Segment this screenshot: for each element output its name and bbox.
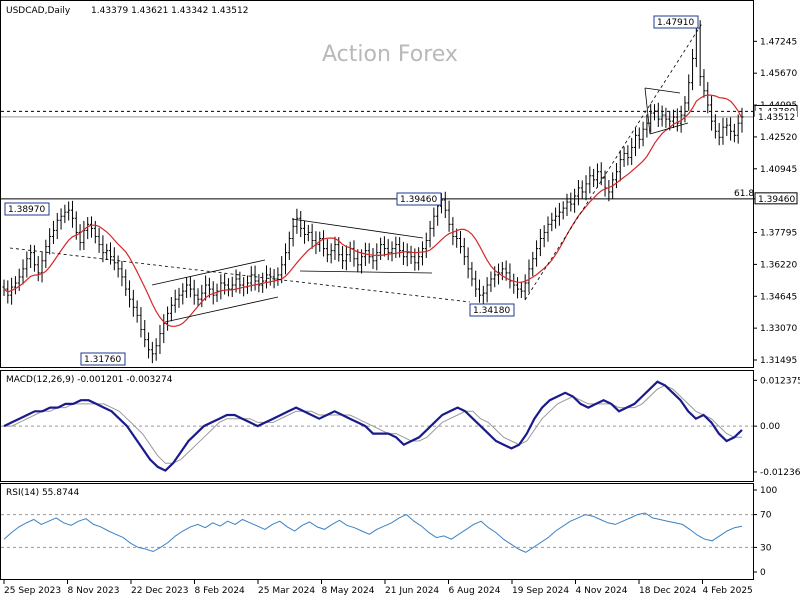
channel-upper-line	[151, 259, 266, 286]
current-price-label: 1.43512	[758, 113, 795, 123]
flag-lower-line	[649, 122, 689, 135]
channel-lower-line	[164, 296, 279, 323]
macd-signal-line	[4, 384, 742, 464]
price-tick-label: 1.47245	[760, 37, 797, 47]
price-tick-label: 1.36220	[760, 260, 797, 270]
triangle-lower-line	[299, 270, 433, 274]
rally-trendline-dashed	[524, 21, 704, 301]
x-tick-label: 25 Mar 2024	[258, 586, 315, 596]
watermark: Action Forex	[322, 42, 458, 67]
trendlines	[9, 21, 704, 323]
rsi-panel	[0, 483, 754, 580]
x-tick-label: 8 Nov 2023	[68, 586, 120, 596]
price-annotation-label: 1.34180	[473, 306, 510, 316]
price-tick-label: 1.45670	[760, 69, 797, 79]
price-panel	[0, 0, 754, 368]
fib-price-label: 1.39460	[758, 195, 795, 205]
price-tick-label: 1.34645	[760, 292, 797, 302]
rsi-axis-ticks: 100 70 30 0	[1, 486, 777, 578]
x-tick-label: 25 Sep 2023	[4, 586, 61, 596]
triangle-upper-line	[291, 218, 424, 239]
x-tick-label: 19 Sep 2024	[512, 586, 569, 596]
price-tick-label: 1.37795	[760, 229, 797, 239]
rsi-tick-label: 30	[760, 543, 772, 553]
macd-tick-label: 0.00	[760, 422, 780, 432]
price-annotation-box	[4, 202, 50, 216]
price-annotation-label: 1.38970	[8, 205, 45, 215]
rsi-tick-label: 0	[760, 568, 766, 578]
macd-tick-label: 0.012375	[760, 376, 800, 386]
macd-title: MACD(12,26,9) -0.001201 -0.003274	[6, 375, 173, 385]
price-annotation-label: 1.39460	[400, 195, 437, 205]
x-tick-label: 4 Nov 2024	[576, 586, 628, 596]
x-tick-label: 22 Dec 2023	[131, 586, 189, 596]
price-annotation-box	[80, 352, 126, 366]
fib-price-box	[754, 192, 798, 205]
rsi-line	[3, 512, 743, 553]
price-tick-label: 1.42520	[760, 133, 797, 143]
rsi-title: RSI(14) 55.8744	[6, 488, 79, 498]
price-annotation-box	[469, 303, 515, 317]
fib-label: 61.8	[734, 189, 754, 199]
price-annotation-box	[653, 15, 699, 29]
macd-tick-label: -0.012367	[760, 468, 800, 478]
flag-upper-line	[644, 87, 681, 94]
price-annotation-label: 1.31760	[84, 355, 121, 365]
macd-panel	[0, 370, 754, 482]
price-tick-label: 1.31495	[760, 356, 797, 366]
price-tick-label: 1.40945	[760, 165, 797, 175]
price-annotations: 1.38970 1.31760 1.39460 1.34180 1.47910	[4, 15, 699, 366]
rsi-tick-label: 70	[760, 511, 772, 521]
chart-symbol: USDCAD,Daily	[6, 6, 71, 16]
macd-line	[3, 380, 743, 472]
candles	[2, 20, 744, 364]
chart-ohlc: 1.43379 1.43621 1.43342 1.43512	[91, 6, 248, 16]
support-trendline-dashed	[9, 247, 471, 303]
rsi-tick-label: 100	[760, 486, 777, 496]
x-tick-label: 21 Jun 2024	[385, 586, 439, 596]
x-tick-label: 8 May 2024	[322, 586, 375, 596]
x-axis-labels: 25 Sep 2023 8 Nov 2023 22 Dec 2023 8 Feb 20…	[3, 580, 753, 596]
price-annotation-label: 1.47910	[657, 18, 694, 28]
x-tick-label: 4 Feb 2025	[703, 586, 753, 596]
flag-left-edge	[644, 87, 651, 135]
macd-axis-ticks: 0.012375 0.00 -0.012367	[1, 376, 800, 478]
x-tick-label: 18 Dec 2024	[639, 586, 697, 596]
price-tick-label: 1.33070	[760, 324, 797, 334]
moving-average-line	[3, 94, 743, 327]
price-annotation-box	[396, 192, 442, 206]
x-tick-label: 8 Feb 2024	[195, 586, 246, 596]
current-price-box	[755, 110, 797, 122]
x-tick-label: 6 Aug 2024	[449, 586, 501, 596]
